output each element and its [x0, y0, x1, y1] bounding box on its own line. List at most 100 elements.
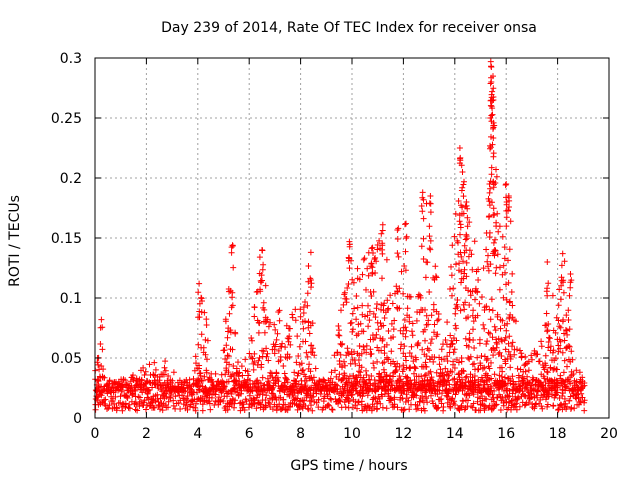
data-point: [274, 374, 281, 381]
data-point: [459, 376, 465, 383]
data-point: [400, 290, 407, 297]
data-point: [256, 254, 263, 261]
data-point: [436, 396, 443, 403]
data-point: [522, 353, 529, 360]
data-point: [164, 377, 171, 384]
data-point: [543, 310, 550, 317]
data-point: [422, 371, 429, 378]
x-tick-label: 14: [446, 426, 464, 442]
data-point: [559, 386, 566, 393]
data-point: [426, 245, 433, 252]
data-point: [426, 200, 433, 207]
data-point: [297, 306, 304, 313]
data-point: [499, 233, 506, 240]
data-point: [471, 373, 478, 379]
data-point: [344, 285, 351, 291]
data-point: [336, 397, 343, 403]
data-point: [245, 372, 252, 379]
data-point: [258, 272, 265, 279]
data-point: [251, 350, 258, 357]
data-point: [544, 285, 551, 292]
data-point: [273, 407, 280, 414]
data-point: [151, 404, 158, 411]
data-point: [489, 307, 496, 314]
data-point: [146, 361, 153, 368]
data-point: [165, 373, 172, 379]
data-point: [271, 346, 278, 353]
data-point: [485, 267, 492, 274]
data-point: [457, 231, 463, 238]
data-point: [239, 372, 246, 379]
data-point: [506, 299, 513, 306]
data-point: [332, 367, 338, 374]
data-point: [514, 395, 521, 402]
data-point: [501, 322, 508, 329]
data-point: [493, 344, 500, 351]
data-point: [390, 326, 397, 333]
data-point: [419, 194, 426, 201]
data-point: [114, 405, 120, 412]
data-point: [296, 398, 303, 405]
data-point: [581, 382, 588, 389]
data-point: [450, 358, 457, 365]
data-point: [425, 317, 432, 324]
data-point: [430, 358, 437, 365]
data-point: [394, 288, 401, 295]
data-point: [552, 392, 559, 399]
data-point: [94, 387, 101, 394]
data-point: [302, 299, 308, 305]
data-point: [491, 387, 498, 394]
data-point: [477, 362, 484, 369]
data-point: [378, 347, 385, 354]
data-point: [541, 375, 548, 382]
data-point: [236, 369, 243, 376]
data-point: [196, 300, 203, 307]
data-point: [421, 326, 428, 333]
data-point: [282, 344, 289, 351]
data-point: [470, 337, 477, 343]
data-point: [449, 369, 456, 375]
data-point: [301, 397, 308, 404]
data-point: [523, 384, 530, 391]
data-point: [220, 398, 227, 404]
data-point: [407, 293, 414, 300]
data-point: [341, 385, 348, 392]
data-point: [394, 236, 401, 242]
data-point: [451, 365, 458, 371]
data-point: [581, 397, 588, 404]
data-point: [363, 372, 370, 378]
data-point: [426, 233, 433, 240]
data-point: [555, 302, 562, 309]
data-point: [484, 355, 491, 362]
data-point: [179, 392, 186, 399]
data-point: [528, 352, 535, 359]
data-point: [163, 393, 170, 400]
data-point: [161, 364, 168, 371]
data-point: [538, 403, 545, 410]
data-point: [192, 407, 199, 414]
data-point: [253, 405, 260, 412]
data-point: [421, 372, 428, 379]
data-point: [559, 349, 566, 356]
data-point: [389, 300, 396, 307]
data-point: [369, 270, 376, 277]
data-point: [554, 389, 561, 396]
data-point: [455, 371, 462, 378]
data-point: [431, 329, 437, 336]
y-tick-label: 0.1: [60, 291, 82, 307]
data-point: [302, 338, 309, 345]
data-point: [403, 357, 409, 364]
data-point: [170, 369, 177, 376]
data-point: [294, 406, 301, 413]
data-point: [106, 377, 113, 384]
data-point: [224, 393, 230, 400]
data-point: [172, 393, 179, 400]
data-point: [235, 359, 241, 366]
data-point: [377, 400, 384, 407]
data-point: [154, 391, 161, 398]
data-point: [481, 325, 488, 332]
data-point: [517, 347, 523, 354]
data-point: [119, 407, 126, 414]
data-point: [267, 319, 274, 326]
data-point: [365, 403, 372, 410]
